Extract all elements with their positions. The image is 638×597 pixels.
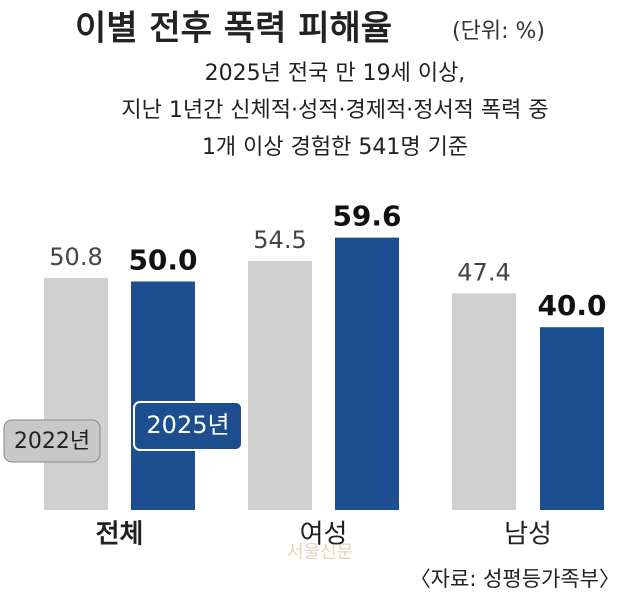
subtitle: 지난 1년간 신체적·성적·경제적·정서적 폭력 중 xyxy=(121,98,548,123)
value-label: 47.4 xyxy=(457,258,510,286)
legend-box xyxy=(3,419,101,463)
bar xyxy=(540,327,604,510)
x-tick-label: 남성 xyxy=(504,520,552,550)
unit: (단위: %) xyxy=(452,19,545,44)
x-tick-label: 여성 xyxy=(300,520,348,550)
source: 〈자료: 성평등가족부〉 xyxy=(410,567,620,591)
bar xyxy=(452,293,516,510)
value-label: 50.8 xyxy=(49,243,102,271)
value-label: 50.0 xyxy=(128,244,197,277)
watermark: 서울신문 xyxy=(287,542,353,563)
bar xyxy=(44,277,108,510)
value-label: 59.6 xyxy=(332,200,401,233)
value-label: 40.0 xyxy=(537,289,606,322)
value-label: 54.5 xyxy=(253,226,306,254)
legend-label: 2025년 xyxy=(146,411,229,439)
subtitle: 1개 이상 경험한 541명 기준 xyxy=(202,135,468,160)
subtitle: 2025년 전국 만 19세 이상, xyxy=(205,61,466,86)
legend-label: 2022년 xyxy=(14,429,90,454)
bar xyxy=(248,260,312,510)
x-tick-label: 전체 xyxy=(96,520,144,550)
bar xyxy=(131,281,195,510)
legend-box xyxy=(133,401,243,451)
bar xyxy=(335,237,399,511)
chart-title: 이별 전후 폭력 피해율 xyxy=(75,9,392,49)
